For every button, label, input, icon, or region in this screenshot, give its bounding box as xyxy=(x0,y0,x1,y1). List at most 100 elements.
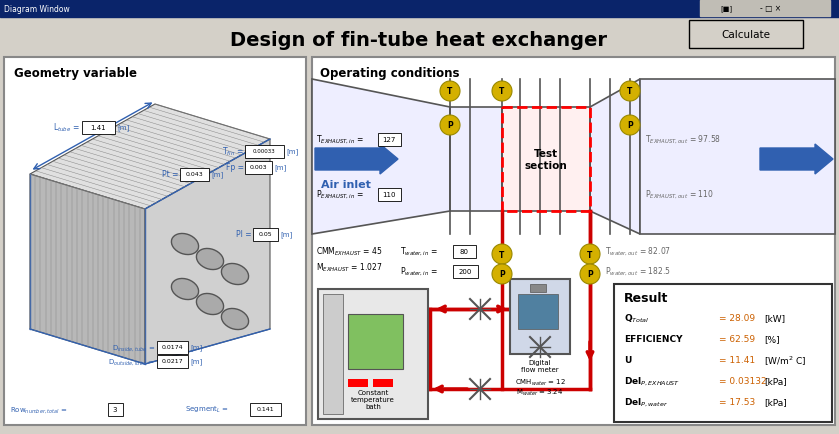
Text: T: T xyxy=(447,87,453,96)
Text: T$_{fin}$ =: T$_{fin}$ = xyxy=(222,145,244,158)
Bar xyxy=(348,379,368,387)
Text: [m]: [m] xyxy=(190,344,202,351)
Polygon shape xyxy=(30,105,270,210)
Text: T$_{water,out}$ = 82.07: T$_{water,out}$ = 82.07 xyxy=(605,245,671,257)
FancyBboxPatch shape xyxy=(180,168,209,181)
Text: = 17.53: = 17.53 xyxy=(719,398,755,407)
Circle shape xyxy=(620,116,640,136)
Text: = 11.41: = 11.41 xyxy=(719,356,755,365)
Text: [m]: [m] xyxy=(190,358,202,365)
Text: L$_{tube}$ =: L$_{tube}$ = xyxy=(53,122,80,134)
Text: U: U xyxy=(624,356,632,365)
Text: Pt =: Pt = xyxy=(161,170,178,179)
Text: [m]: [m] xyxy=(117,124,129,131)
Text: D$_{outside,tube}$ =: D$_{outside,tube}$ = xyxy=(108,356,155,366)
Text: T: T xyxy=(628,87,633,96)
Ellipse shape xyxy=(221,264,248,285)
FancyArrow shape xyxy=(760,145,833,174)
Text: Digital
flow meter: Digital flow meter xyxy=(521,360,559,373)
Circle shape xyxy=(620,82,640,102)
Text: 3: 3 xyxy=(112,406,117,412)
Bar xyxy=(530,284,546,293)
Text: Calculate: Calculate xyxy=(722,30,770,40)
FancyBboxPatch shape xyxy=(378,133,400,146)
Text: T$_{water,in}$ =: T$_{water,in}$ = xyxy=(400,245,438,257)
Bar xyxy=(518,294,558,329)
Text: Operating conditions: Operating conditions xyxy=(320,66,460,79)
Bar xyxy=(0,0,839,18)
Bar xyxy=(312,58,835,425)
Bar xyxy=(323,294,343,414)
Text: P$_{EXHAUST,in}$ =: P$_{EXHAUST,in}$ = xyxy=(316,188,364,201)
Text: 0.0217: 0.0217 xyxy=(161,358,183,364)
Text: [kPa]: [kPa] xyxy=(764,377,787,386)
Text: CMM$_{EXHAUST}$ = 45: CMM$_{EXHAUST}$ = 45 xyxy=(316,245,383,258)
Bar xyxy=(614,284,832,422)
FancyBboxPatch shape xyxy=(253,228,278,241)
Ellipse shape xyxy=(171,234,199,255)
Text: 110: 110 xyxy=(383,191,396,197)
Text: 0.043: 0.043 xyxy=(185,172,203,177)
Ellipse shape xyxy=(196,294,223,315)
Circle shape xyxy=(440,82,460,102)
Text: [m]: [m] xyxy=(280,231,292,238)
Text: Air inlet: Air inlet xyxy=(321,180,371,190)
Text: P: P xyxy=(587,270,593,279)
Text: P: P xyxy=(447,121,453,130)
Text: [m]: [m] xyxy=(211,171,223,178)
Text: = 28.09: = 28.09 xyxy=(719,314,755,323)
Polygon shape xyxy=(450,108,502,211)
Bar xyxy=(373,379,393,387)
Text: = 0.03132: = 0.03132 xyxy=(719,377,767,386)
FancyArrow shape xyxy=(315,145,398,174)
Circle shape xyxy=(492,244,512,264)
Text: T: T xyxy=(499,250,505,259)
Text: 80: 80 xyxy=(460,248,468,254)
Bar xyxy=(4,58,306,425)
Polygon shape xyxy=(30,174,145,364)
Text: [kW]: [kW] xyxy=(764,314,785,323)
Circle shape xyxy=(580,264,600,284)
Text: P$_{EXHAUST,out}$ = 110: P$_{EXHAUST,out}$ = 110 xyxy=(645,188,714,201)
Text: Diagram Window: Diagram Window xyxy=(4,4,70,13)
Text: Pl =: Pl = xyxy=(237,230,252,239)
Text: [%]: [%] xyxy=(764,335,779,344)
Polygon shape xyxy=(502,108,590,211)
Text: Fp =: Fp = xyxy=(226,163,244,172)
Text: Del$_{P,water}$: Del$_{P,water}$ xyxy=(624,396,668,408)
Text: Del$_{P,EXHAUST}$: Del$_{P,EXHAUST}$ xyxy=(624,375,680,387)
Text: M$_{water}$ = 3.24: M$_{water}$ = 3.24 xyxy=(516,387,564,397)
Ellipse shape xyxy=(171,279,199,300)
Bar xyxy=(510,279,570,354)
Text: P$_{water,out}$ = 182.5: P$_{water,out}$ = 182.5 xyxy=(605,265,671,277)
Text: 127: 127 xyxy=(383,137,396,143)
Text: 0.05: 0.05 xyxy=(258,232,272,237)
Text: [m]: [m] xyxy=(274,164,286,171)
Text: 1.41: 1.41 xyxy=(90,125,106,131)
FancyBboxPatch shape xyxy=(157,341,187,354)
FancyBboxPatch shape xyxy=(452,265,477,278)
Bar xyxy=(502,108,590,211)
Text: [W/m$^{2}$ C]: [W/m$^{2}$ C] xyxy=(764,354,806,367)
Text: Test
section: Test section xyxy=(524,149,567,171)
FancyBboxPatch shape xyxy=(452,245,476,258)
Text: - □ ×: - □ × xyxy=(760,4,781,13)
Text: T$_{EXHAUST,in}$ =: T$_{EXHAUST,in}$ = xyxy=(316,134,364,146)
Polygon shape xyxy=(312,80,450,234)
Polygon shape xyxy=(145,140,270,364)
Text: 0.003: 0.003 xyxy=(249,165,267,170)
Circle shape xyxy=(492,264,512,284)
Text: P: P xyxy=(627,121,633,130)
Text: T: T xyxy=(587,250,592,259)
FancyBboxPatch shape xyxy=(81,121,114,134)
FancyBboxPatch shape xyxy=(244,161,272,174)
Text: Q$_{Total}$: Q$_{Total}$ xyxy=(624,312,649,325)
Text: 0.00033: 0.00033 xyxy=(253,149,275,154)
Ellipse shape xyxy=(221,309,248,330)
FancyBboxPatch shape xyxy=(378,188,400,201)
Text: P$_{water,in}$ =: P$_{water,in}$ = xyxy=(400,265,438,277)
Polygon shape xyxy=(590,80,640,234)
Text: D$_{inside,tube}$ =: D$_{inside,tube}$ = xyxy=(112,342,155,352)
Circle shape xyxy=(440,116,460,136)
FancyBboxPatch shape xyxy=(244,145,284,158)
